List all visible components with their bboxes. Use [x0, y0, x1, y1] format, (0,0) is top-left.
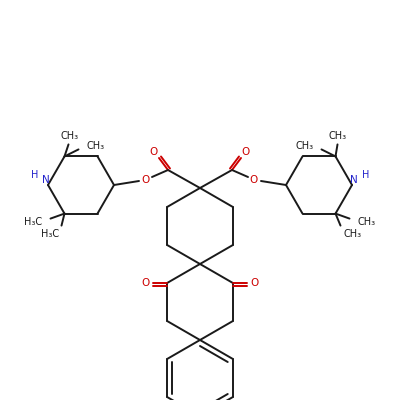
- Text: N: N: [42, 175, 50, 185]
- Text: CH₃: CH₃: [344, 228, 362, 238]
- Text: O: O: [150, 147, 158, 157]
- Text: CH₃: CH₃: [328, 132, 346, 142]
- Text: CH₃: CH₃: [60, 132, 78, 142]
- Text: CH₃: CH₃: [295, 142, 314, 152]
- Text: H: H: [31, 170, 39, 180]
- Text: N: N: [350, 175, 358, 185]
- Text: H: H: [362, 170, 370, 180]
- Text: O: O: [242, 147, 250, 157]
- Text: O: O: [250, 175, 258, 185]
- Text: H₃C: H₃C: [24, 216, 42, 226]
- Text: CH₃: CH₃: [86, 142, 105, 152]
- Text: O: O: [142, 175, 150, 185]
- Text: O: O: [251, 278, 259, 288]
- Text: CH₃: CH₃: [358, 216, 376, 226]
- Text: O: O: [141, 278, 149, 288]
- Text: H₃C: H₃C: [41, 228, 60, 238]
